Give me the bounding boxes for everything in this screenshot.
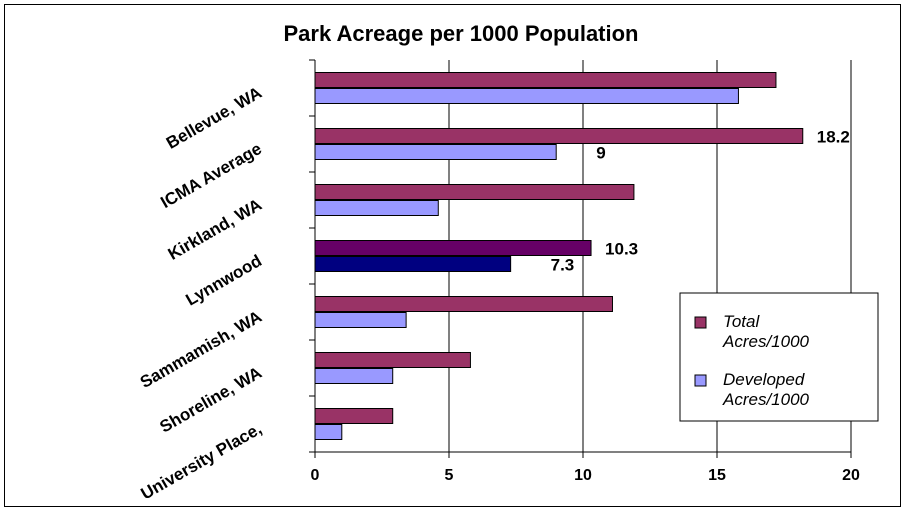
data-label: 7.3	[551, 256, 575, 275]
data-label: 10.3	[605, 240, 638, 259]
developed-bar-4	[314, 312, 407, 328]
total-bar-2	[314, 184, 635, 200]
developed-bar-0	[314, 88, 739, 104]
legend-box	[679, 292, 879, 422]
developed-bar-2	[314, 200, 439, 216]
total-bar-1	[314, 128, 804, 144]
chart-frame: Park Acreage per 1000 Population Bellevu…	[4, 4, 901, 507]
data-label: 18.2	[817, 128, 850, 147]
x-tick-label: 5	[445, 467, 454, 484]
total-bar-6	[314, 408, 394, 424]
legend-swatch-1	[694, 374, 707, 387]
developed-bar-6	[314, 424, 343, 440]
x-tick-label: 10	[574, 467, 592, 484]
x-tick-label: 20	[842, 467, 860, 484]
legend-label: Acres/1000	[722, 332, 810, 351]
legend-label: Developed	[723, 370, 805, 389]
x-tick-label: 0	[311, 467, 320, 484]
total-bar-5	[314, 352, 471, 368]
total-bar-0	[314, 72, 777, 88]
developed-bar-3	[314, 256, 512, 272]
bar-chart: Park Acreage per 1000 Population Bellevu…	[137, 21, 879, 504]
developed-bar-1	[314, 144, 557, 160]
category-label: Lynnwood	[182, 251, 265, 310]
total-bar-3	[314, 240, 592, 256]
chart-title: Park Acreage per 1000 Population	[284, 21, 639, 46]
developed-bar-5	[314, 368, 394, 384]
category-label: University Place,	[138, 419, 265, 503]
x-tick-label: 15	[708, 467, 726, 484]
data-label: 9	[596, 144, 605, 163]
legend-label: Total	[723, 312, 760, 331]
legend-swatch-0	[694, 316, 707, 329]
total-bar-4	[314, 296, 613, 312]
legend-label: Acres/1000	[722, 390, 810, 409]
